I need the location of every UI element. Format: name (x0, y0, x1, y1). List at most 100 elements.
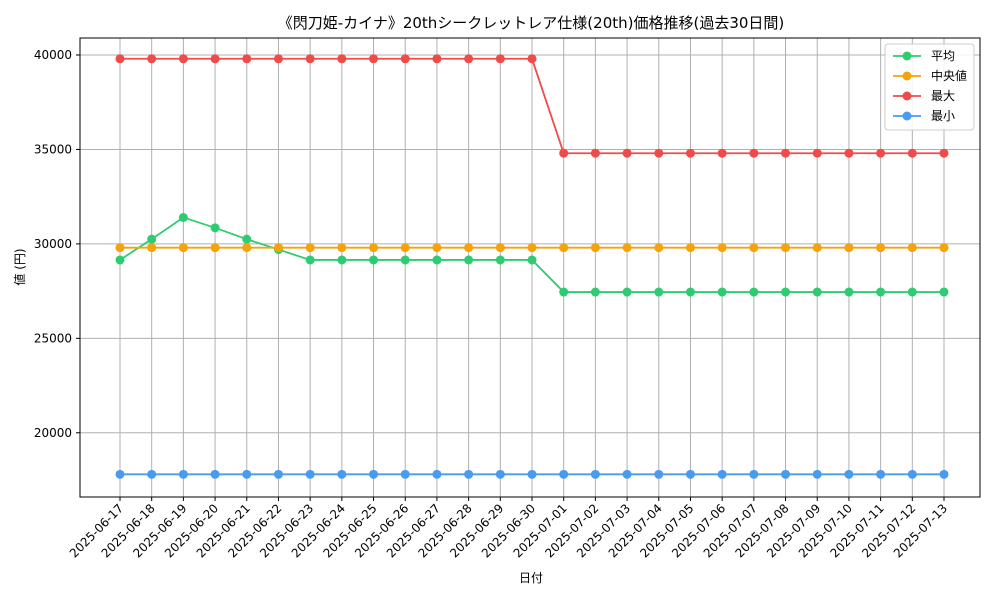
data-point (559, 469, 569, 479)
data-point (400, 54, 410, 64)
series-3 (115, 54, 949, 158)
data-point (495, 255, 505, 265)
data-point (147, 469, 157, 479)
data-point (749, 469, 759, 479)
legend-item: 中央値 (893, 68, 967, 83)
data-point (685, 148, 695, 158)
legend-label: 最大 (931, 89, 955, 103)
legend-item: 最大 (893, 89, 955, 103)
data-point (527, 469, 537, 479)
data-point (939, 148, 949, 158)
data-point (369, 469, 379, 479)
data-point (464, 54, 474, 64)
grid (80, 38, 980, 497)
data-point (654, 469, 664, 479)
data-point (400, 469, 410, 479)
data-point (464, 469, 474, 479)
data-point (844, 148, 854, 158)
data-point (305, 54, 315, 64)
data-point (495, 54, 505, 64)
y-tick-label: 35000 (34, 142, 72, 156)
data-point (907, 148, 917, 158)
data-point (178, 54, 188, 64)
chart-title: 《閃刀姫-カイナ》20thシークレットレア仕様(20th)価格推移(過去30日間… (278, 14, 785, 32)
series-4 (115, 469, 949, 479)
data-point (273, 243, 283, 253)
data-point (464, 255, 474, 265)
data-point (527, 243, 537, 253)
legend-box (884, 43, 975, 131)
data-point (337, 54, 347, 64)
data-point (812, 469, 822, 479)
data-point (369, 243, 379, 253)
data-point (210, 54, 220, 64)
series-lines (115, 54, 949, 479)
data-point (432, 54, 442, 64)
data-point (432, 243, 442, 253)
data-point (242, 234, 252, 244)
data-point (242, 243, 252, 253)
data-point (400, 255, 410, 265)
data-point (749, 287, 759, 297)
data-point (369, 54, 379, 64)
legend-label: 中央値 (931, 68, 967, 83)
data-point (781, 469, 791, 479)
data-point (527, 54, 537, 64)
series-1 (115, 212, 949, 297)
data-point (273, 54, 283, 64)
data-point (749, 148, 759, 158)
data-point (939, 243, 949, 253)
data-point (495, 243, 505, 253)
data-point (590, 469, 600, 479)
data-point (654, 148, 664, 158)
data-point (464, 243, 474, 253)
data-point (590, 287, 600, 297)
data-point (559, 243, 569, 253)
data-point (781, 287, 791, 297)
data-point (717, 469, 727, 479)
data-point (305, 243, 315, 253)
data-point (685, 287, 695, 297)
legend-label: 最小 (931, 109, 955, 123)
data-point (590, 148, 600, 158)
data-point (781, 243, 791, 253)
data-point (717, 287, 727, 297)
data-point (242, 54, 252, 64)
series-2 (115, 243, 949, 253)
data-point (622, 148, 632, 158)
data-point (115, 243, 125, 253)
data-point (844, 243, 854, 253)
data-point (622, 287, 632, 297)
data-point (337, 243, 347, 253)
data-point (876, 148, 886, 158)
data-point (369, 255, 379, 265)
data-point (147, 243, 157, 253)
data-point (844, 287, 854, 297)
data-point (178, 469, 188, 479)
data-point (559, 148, 569, 158)
data-point (432, 469, 442, 479)
data-point (907, 469, 917, 479)
data-point (876, 469, 886, 479)
y-tick-label: 30000 (34, 237, 72, 251)
data-point (781, 148, 791, 158)
y-tick-label: 25000 (34, 331, 72, 345)
data-point (242, 469, 252, 479)
data-point (147, 234, 157, 244)
data-point (337, 255, 347, 265)
data-point (717, 243, 727, 253)
data-point (685, 469, 695, 479)
data-point (178, 212, 188, 222)
data-point (400, 243, 410, 253)
data-point (812, 287, 822, 297)
data-point (622, 243, 632, 253)
data-point (210, 223, 220, 233)
legend-item: 平均 (893, 49, 955, 63)
data-point (273, 469, 283, 479)
data-point (495, 469, 505, 479)
data-point (178, 243, 188, 253)
data-point (812, 148, 822, 158)
data-point (527, 255, 537, 265)
data-point (305, 255, 315, 265)
